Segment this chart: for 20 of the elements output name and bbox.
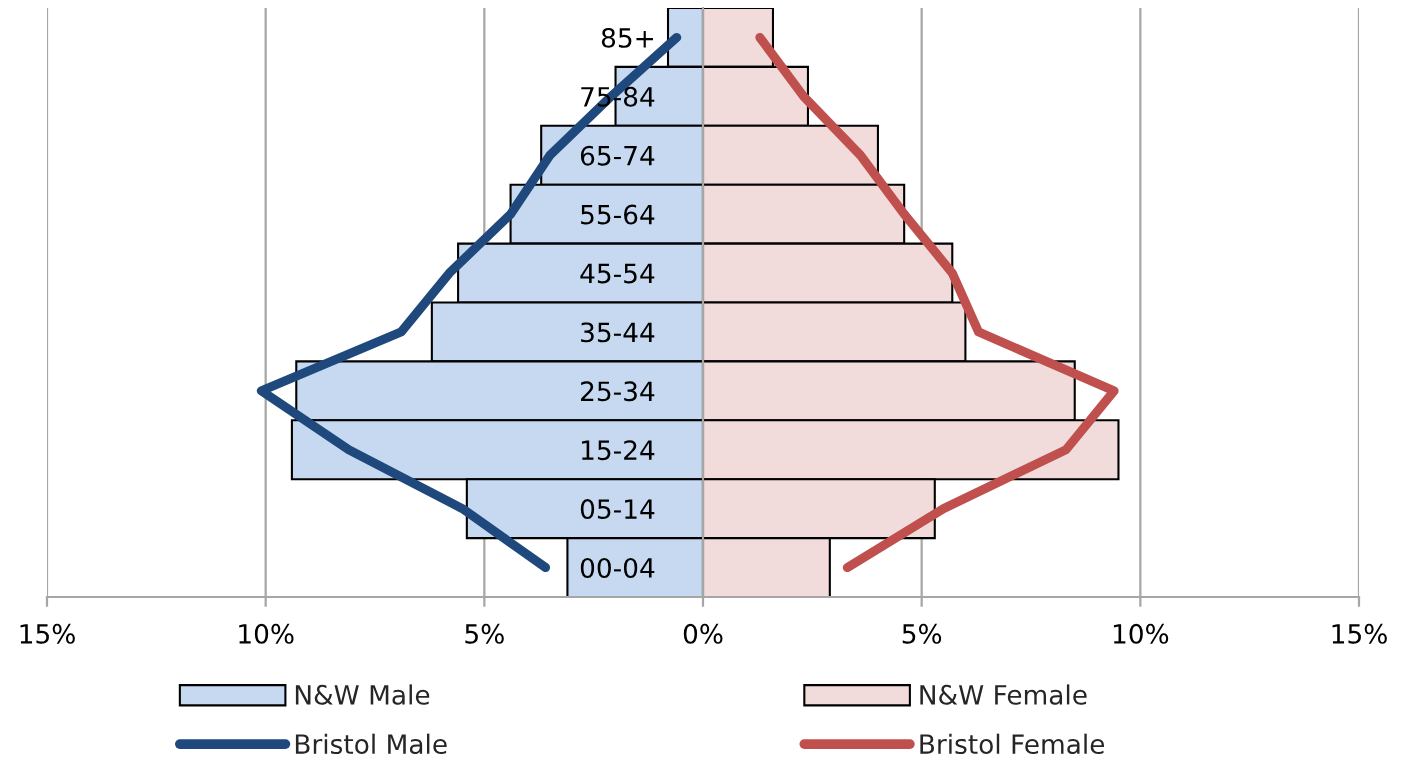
y-tick-label: 85+: [601, 27, 653, 48]
y-tick-label: 35-44: [581, 322, 655, 343]
y-tick-label: 00-04: [580, 557, 655, 578]
x-tick-label: 10%: [1113, 623, 1169, 644]
y-tick-label: 45-54: [580, 263, 655, 284]
x-tick-label: 15%: [20, 623, 75, 644]
y-tick-label: 05-14: [580, 499, 655, 520]
x-tick-label: 10%: [239, 623, 294, 644]
legend-label: Bristol Male: [295, 733, 447, 755]
x-tick-label: 5%: [465, 623, 504, 644]
legend-label: N&W Male: [295, 684, 430, 705]
y-tick-label: 65-74: [580, 145, 655, 166]
y-tick-label: 25-34: [581, 381, 655, 402]
y-tick-label: 55-64: [581, 204, 655, 225]
x-tick-label: 15%: [1332, 623, 1387, 644]
y-tick-label: 15-24: [582, 440, 655, 461]
legend-label: Bristol Female: [920, 733, 1105, 755]
x-tick-label: 5%: [902, 623, 942, 644]
legend-label: N&W Female: [920, 684, 1087, 705]
x-tick-label: 0%: [683, 623, 723, 644]
